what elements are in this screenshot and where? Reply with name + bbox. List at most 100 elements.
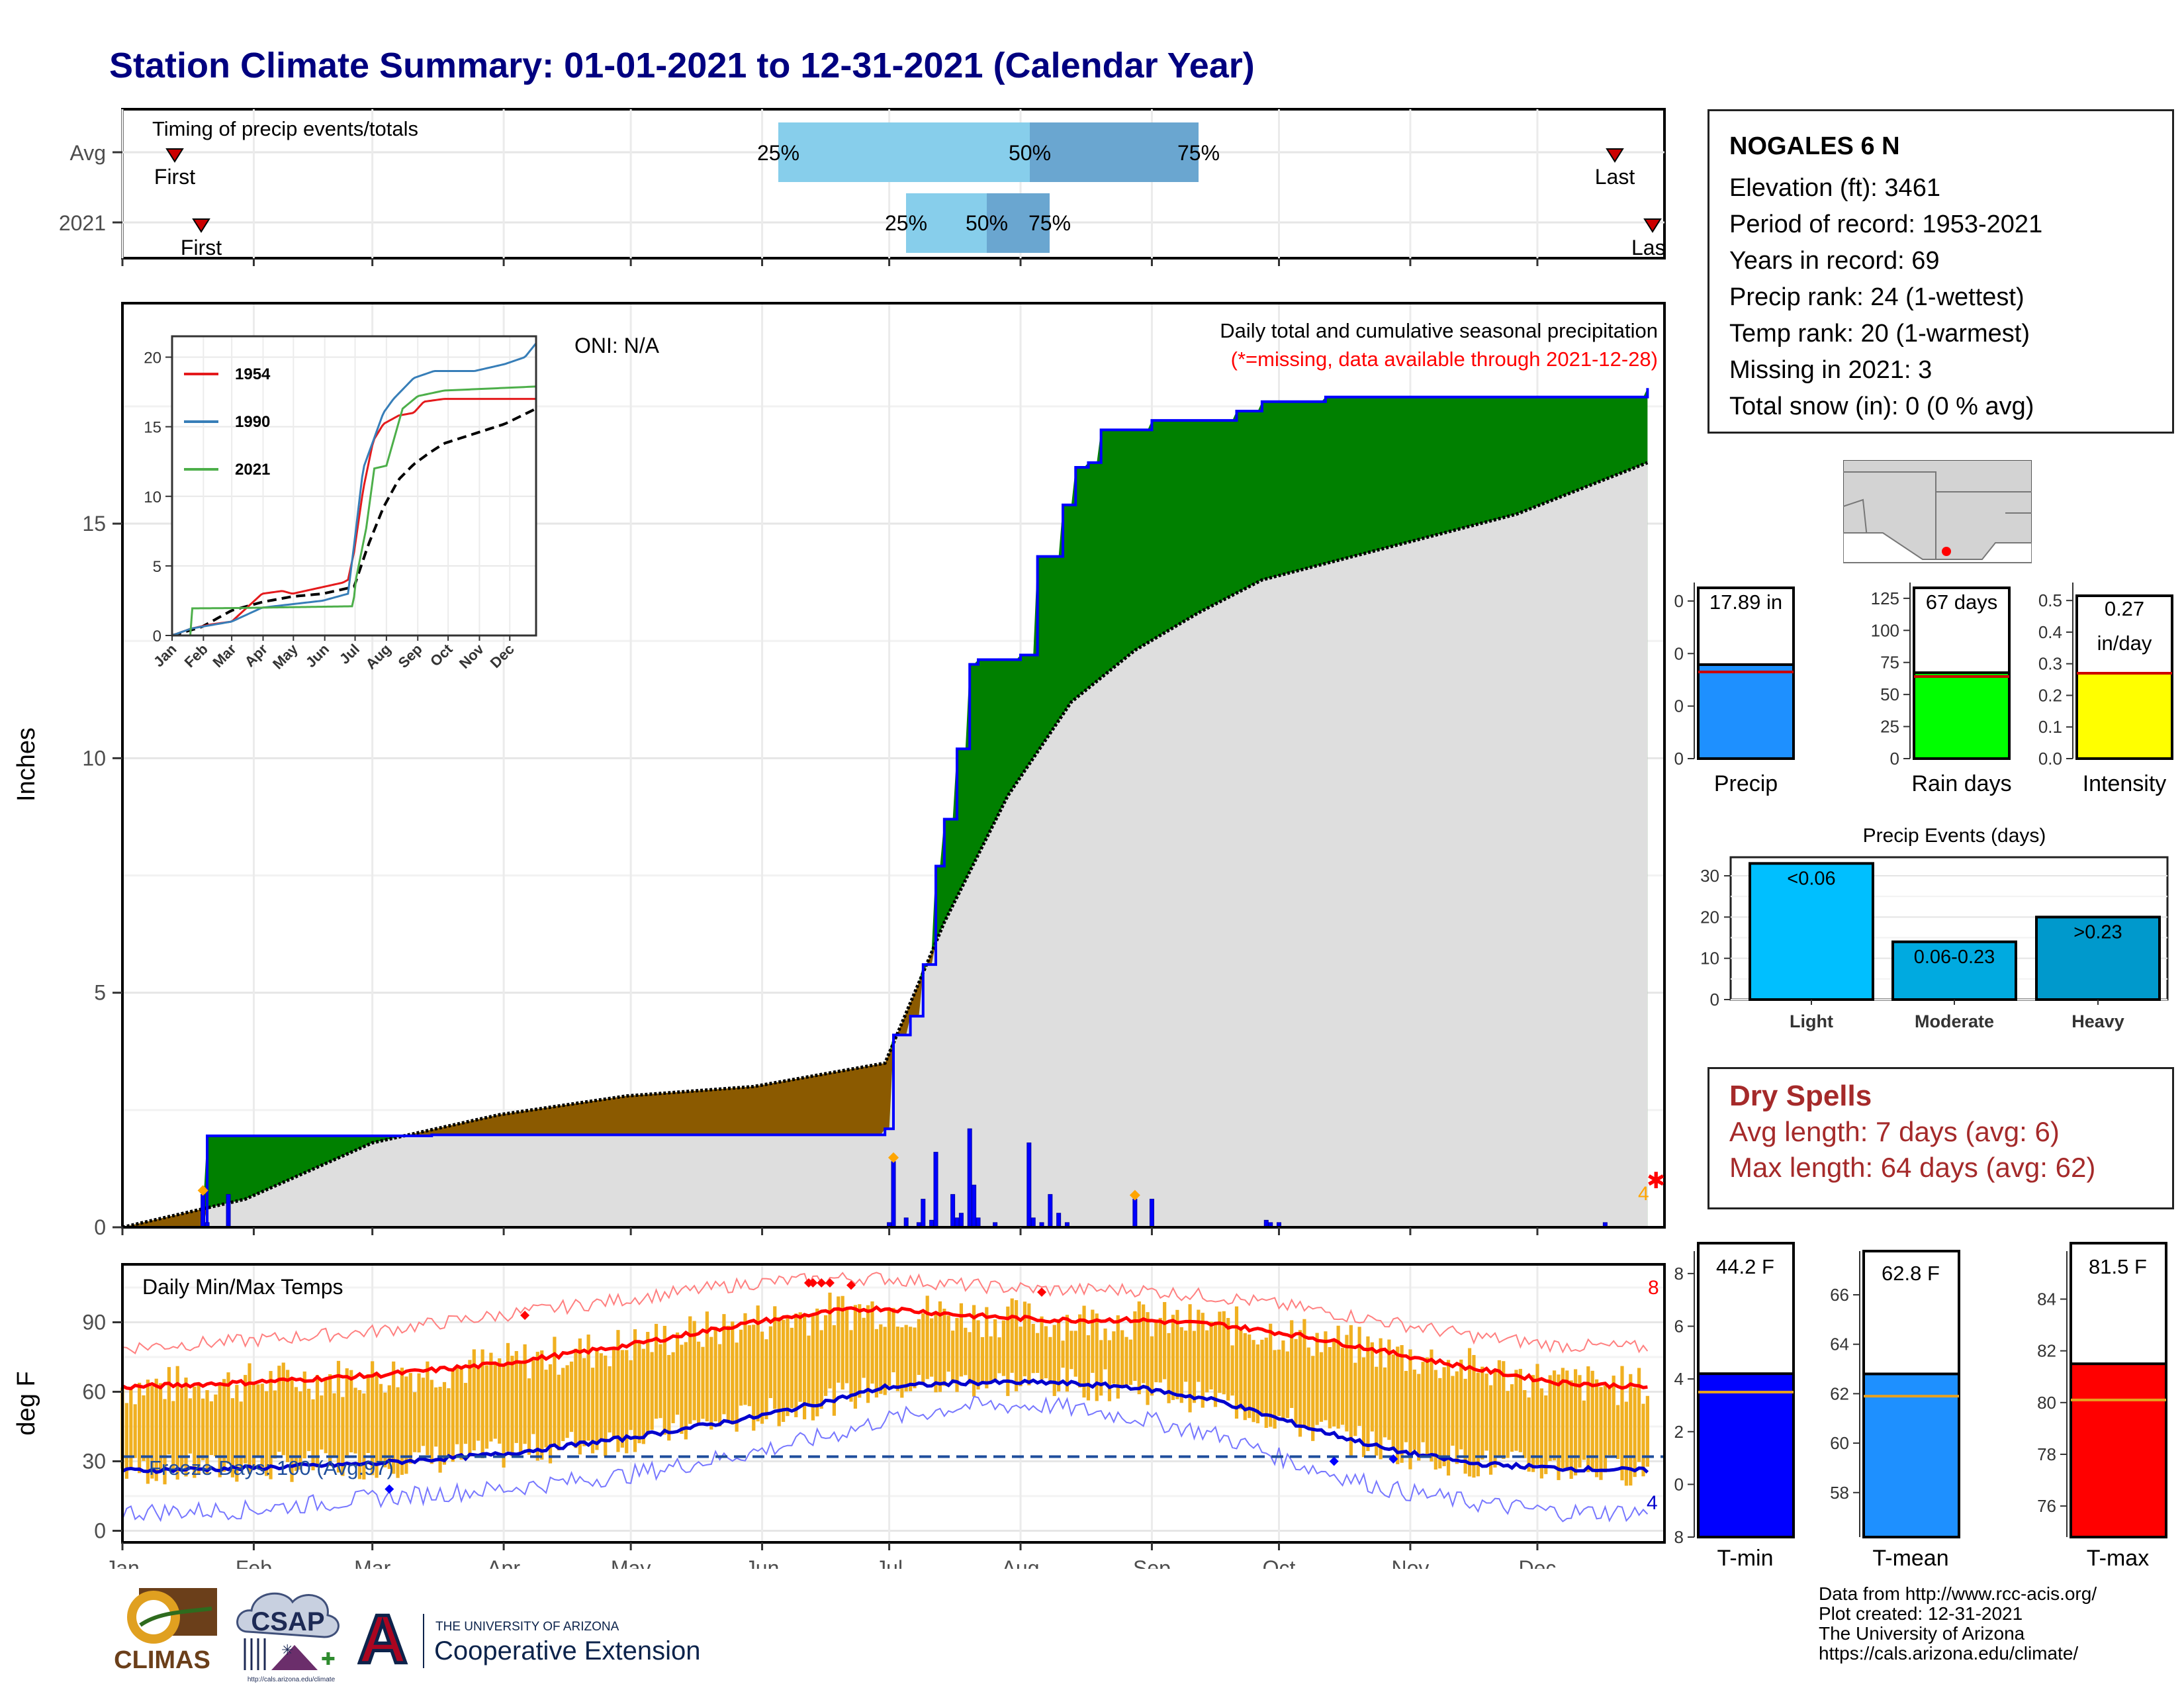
intensity-bar-chart: 0.0 0.1 0.2 0.3 0.4 0.5 <box>2038 583 2173 769</box>
daily-temp-bar <box>387 1385 391 1470</box>
daily-temp-bar <box>1251 1340 1255 1423</box>
daily-temp-bar <box>1281 1340 1285 1420</box>
record-low-line <box>122 1395 1649 1523</box>
daily-temp-bar <box>1586 1366 1590 1472</box>
daily-temp-bar <box>925 1295 929 1380</box>
legend-1954: 1954 <box>235 365 271 383</box>
daily-temp-bar <box>244 1375 248 1464</box>
daily-temp-bar <box>1315 1333 1319 1425</box>
daily-temp-bar <box>858 1304 862 1398</box>
daily-temp-bar <box>353 1387 357 1454</box>
daily-temp-bar <box>646 1332 650 1435</box>
daily-temp-bar <box>248 1363 251 1474</box>
daily-temp-bar <box>1535 1364 1539 1465</box>
daily-temp-bar <box>1637 1368 1641 1462</box>
daily-temp-bar <box>1433 1370 1437 1470</box>
daily-precip-bar <box>891 1161 896 1228</box>
daily-temp-bar <box>438 1386 442 1473</box>
yr-q25-label: 25% <box>885 211 927 235</box>
daily-temp-bar <box>286 1370 290 1462</box>
yr-q75-label: 75% <box>1028 211 1071 235</box>
daily-temp-bar <box>256 1384 260 1457</box>
month-tick-label: Jul <box>876 1556 903 1569</box>
daily-precip-markers <box>197 1152 1140 1201</box>
daily-precip-bar <box>958 1213 964 1228</box>
daily-temp-bar <box>167 1367 171 1455</box>
bar-ytick-label: 125 <box>1871 588 1899 608</box>
daily-temp-bar <box>853 1305 857 1409</box>
daily-temp-bar <box>1255 1344 1260 1424</box>
tbar-ytick-label: 46 <box>1674 1317 1684 1336</box>
daily-temp-bar <box>1103 1328 1107 1370</box>
timing-row-2021: 2021 <box>59 211 106 235</box>
record-low-marker <box>385 1484 394 1494</box>
daily-temp-bar <box>1171 1315 1175 1400</box>
bar-ytick-label: 0.1 <box>2038 717 2062 737</box>
temp-summary-bar <box>1862 1372 1960 1538</box>
daily-temp-bar <box>1218 1311 1222 1393</box>
daily-temp-bar <box>265 1391 269 1476</box>
daily-temp-bar <box>531 1360 535 1434</box>
daily-temp-bar <box>1480 1366 1484 1460</box>
daily-temp-bar <box>578 1338 582 1455</box>
daily-temp-bar <box>1243 1333 1247 1421</box>
daily-temp-bar <box>1451 1376 1455 1446</box>
daily-temp-bar <box>1040 1316 1044 1380</box>
events-axis: 0 10 20 30 Light Moderate Heavy <box>1700 866 2124 1031</box>
daily-temp-bar <box>1290 1320 1294 1408</box>
daily-temp-bar <box>434 1387 438 1447</box>
yr-first-label: First <box>181 236 222 259</box>
ua-top-text: THE UNIVERSITY OF ARIZONA <box>435 1620 619 1634</box>
credit-line: Plot created: 12-31-2021 <box>1819 1603 2023 1624</box>
bar-ytick-label: 0.2 <box>2038 685 2062 705</box>
daily-temp-bar <box>1044 1326 1048 1379</box>
daily-temp-bar <box>985 1307 989 1389</box>
record-max-count: 8 <box>1648 1277 1659 1299</box>
temp-summary-bars: 38 40 42 44 46 48 58 60 62 64 66 76 78 80 82 84 T-min… <box>1674 1242 2167 1571</box>
bar-ytick-label: 30 <box>1674 591 1684 611</box>
daily-temp-bar <box>726 1325 730 1421</box>
svg-text:✳: ✳ <box>281 1642 293 1658</box>
tbar-ytick-label: 60 <box>1830 1433 1849 1453</box>
daily-temp-bar <box>349 1370 353 1453</box>
daily-temp-bar <box>1349 1325 1353 1456</box>
daily-temp-bar <box>629 1360 633 1430</box>
station-name: NOGALES 6 N <box>1729 132 1900 160</box>
daily-temp-bar <box>548 1364 553 1464</box>
timing-title: Timing of precip events/totals <box>152 117 418 140</box>
daily-temp-bar <box>604 1355 608 1456</box>
daily-temp-bar <box>1027 1303 1031 1385</box>
daily-temp-bar <box>366 1374 370 1454</box>
daily-temp-bar <box>1523 1389 1527 1458</box>
daily-precip-bar <box>921 1198 926 1228</box>
avg-max-line <box>121 1305 1648 1391</box>
month-tick-label: Nov <box>1391 1556 1429 1569</box>
oni-label: ONI: N/A <box>574 334 660 357</box>
daily-temp-bar <box>1209 1321 1213 1389</box>
record-low-marker <box>1388 1454 1398 1464</box>
daily-temp-bar <box>379 1383 383 1464</box>
month-tick-label: Aug <box>1002 1556 1040 1569</box>
temp-title: Daily Min/Max Temps <box>142 1275 343 1299</box>
daily-temp-bar <box>1031 1323 1035 1374</box>
bar-ytick-label: 75 <box>1880 653 1899 673</box>
temp-summary-bar <box>2070 1362 2167 1538</box>
daily-temp-bar <box>540 1350 544 1460</box>
daily-temp-bar <box>1163 1301 1167 1380</box>
daily-temp-bar <box>159 1383 163 1471</box>
daily-temp-bar <box>1599 1387 1603 1480</box>
daily-temp-bar <box>557 1374 561 1451</box>
legend-2021: 2021 <box>235 461 270 479</box>
daily-temp-bar <box>421 1378 426 1446</box>
csap-text: CSAP <box>251 1607 324 1636</box>
daily-temp-bar <box>1615 1405 1620 1460</box>
daily-temp-bar <box>1006 1306 1010 1396</box>
daily-temp-bar <box>1539 1388 1543 1479</box>
daily-temp-bar <box>569 1361 574 1432</box>
temp-panel: 0 30 60 90 Jan Feb Mar Apr May Jun Jul Aug Sep Oct No… <box>13 1263 1666 1569</box>
daily-temp-bar <box>1230 1345 1234 1396</box>
daily-temp-bar <box>175 1366 179 1480</box>
daily-temp-bar <box>273 1390 277 1459</box>
tbar-ytick-label: 38 <box>1674 1527 1684 1547</box>
tbar-ytick-label: 66 <box>1830 1285 1849 1305</box>
